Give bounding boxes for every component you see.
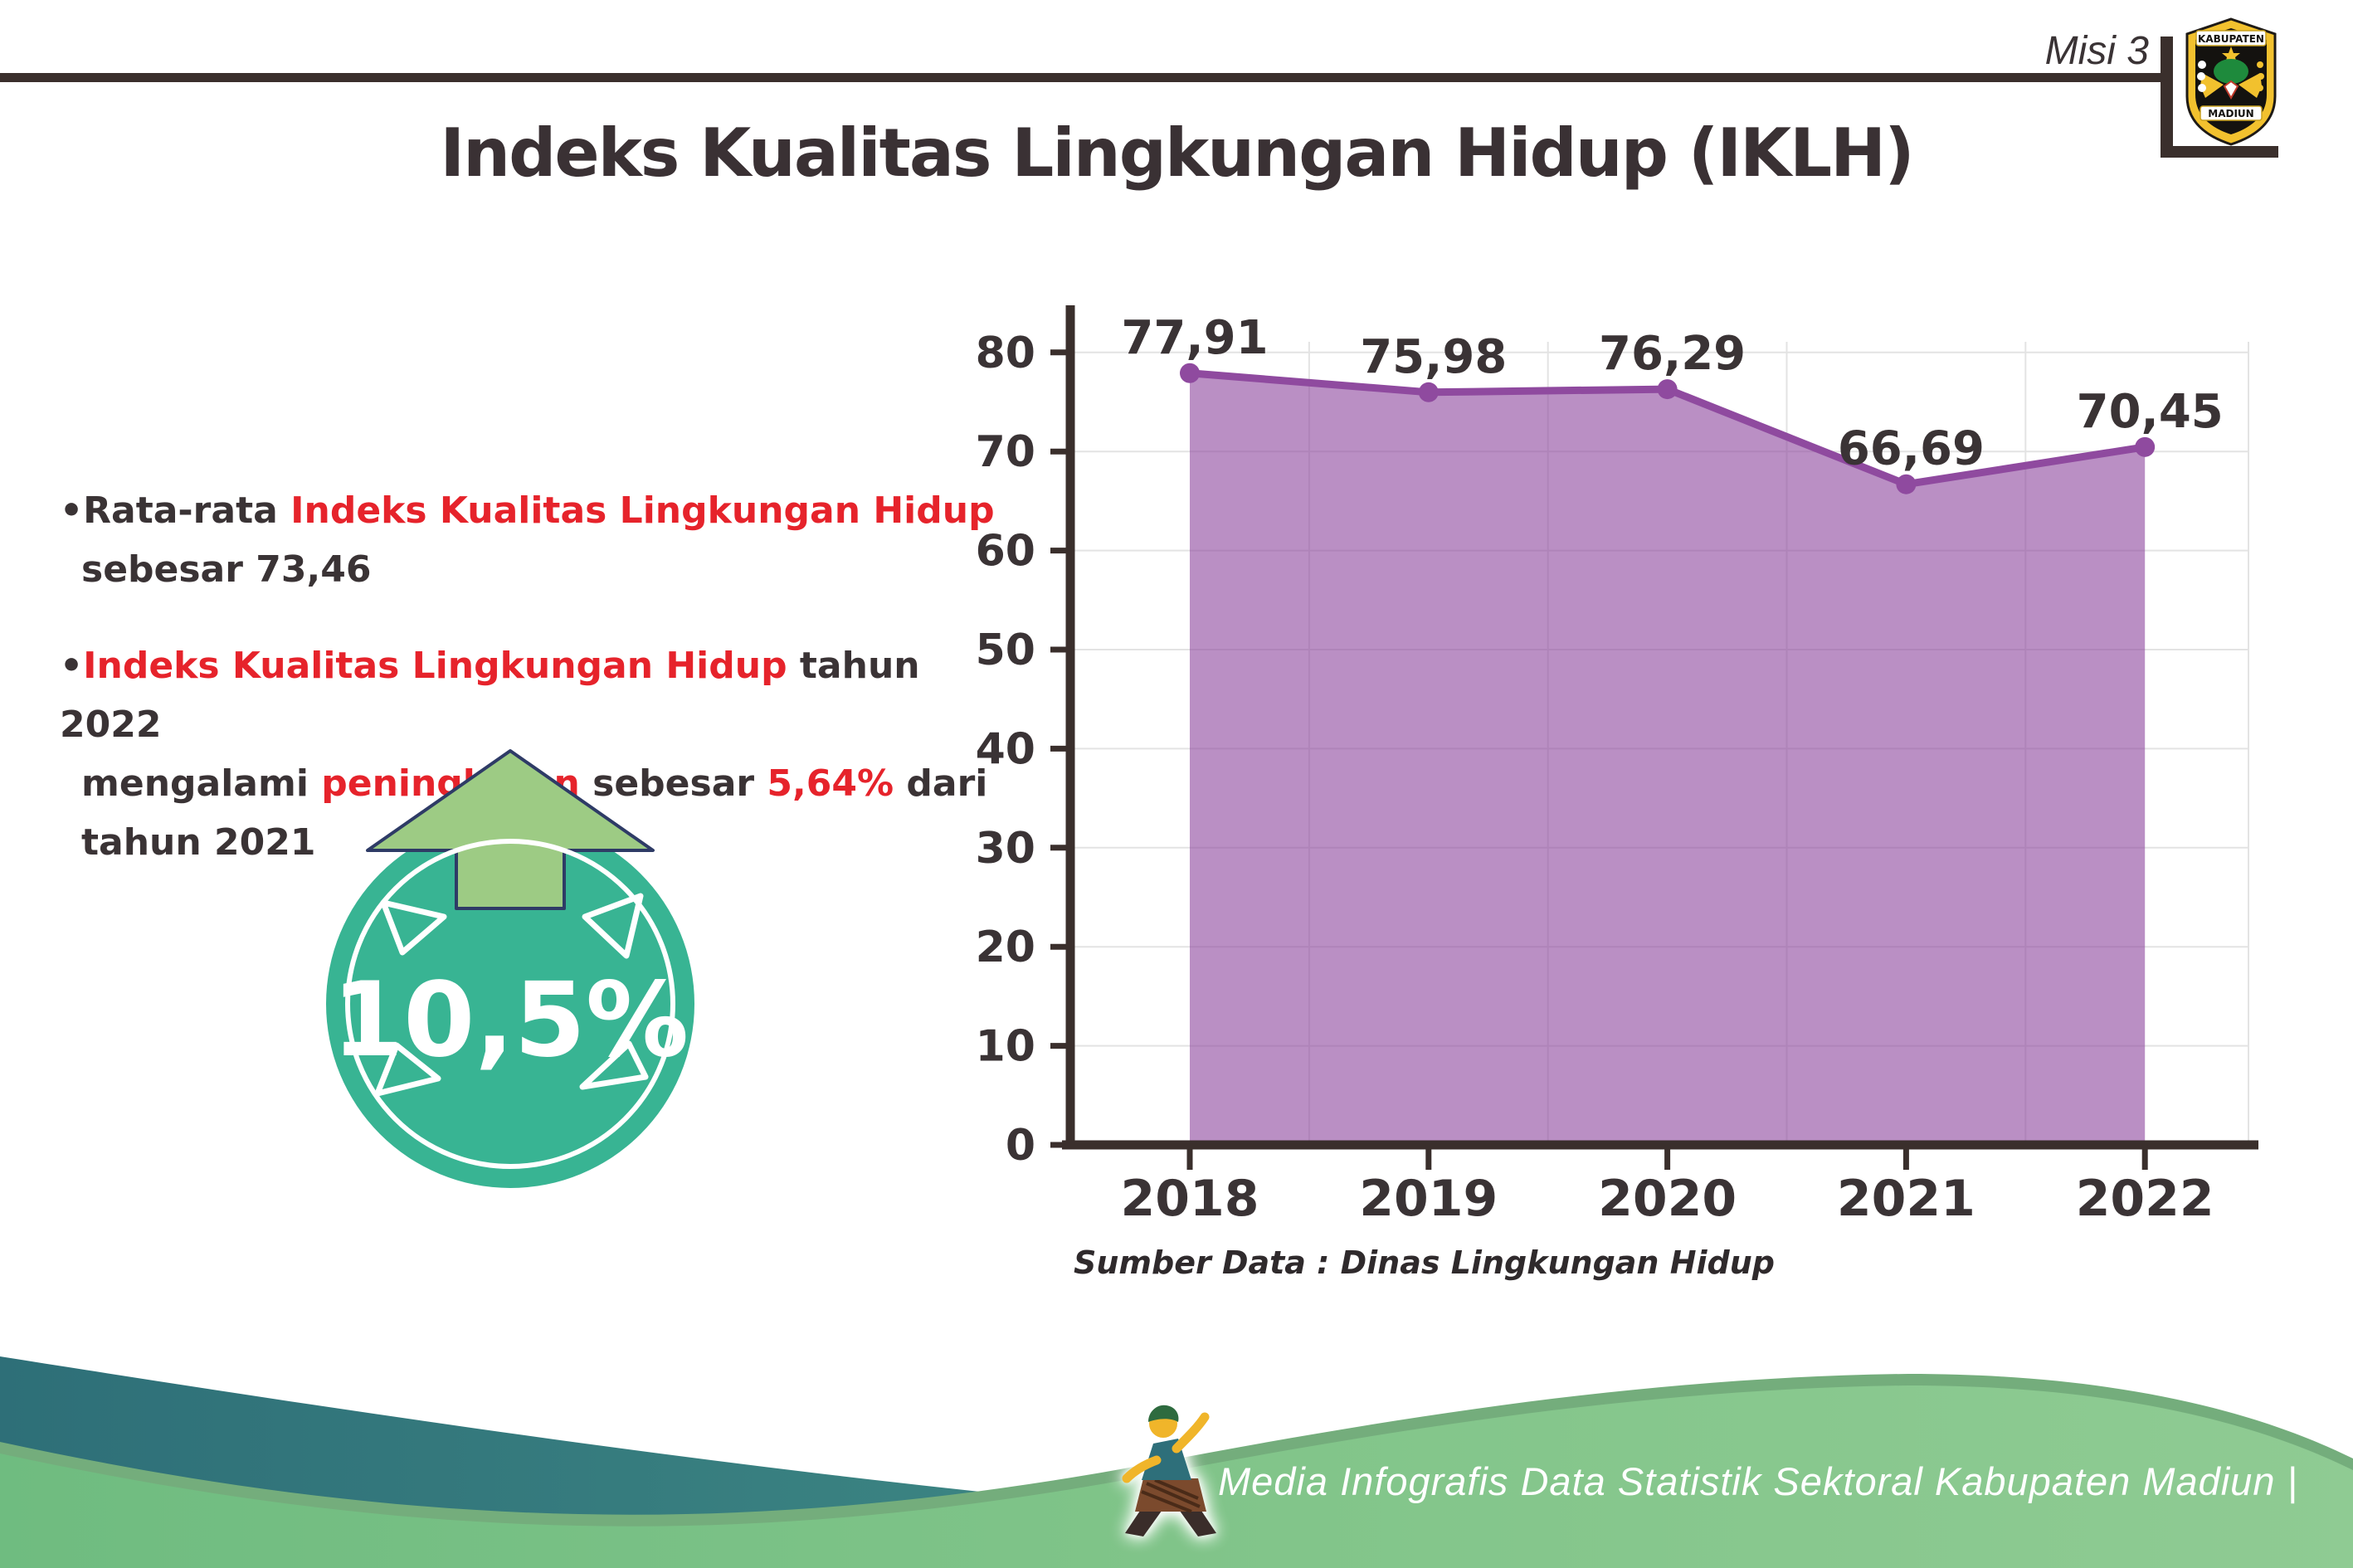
misi-label: Misi 3 — [2044, 29, 2149, 73]
bullet-segment: tahun 2021 — [81, 821, 316, 864]
x-axis-label: 2021 — [1837, 1170, 1975, 1228]
header-rule — [0, 73, 2167, 82]
area-fill — [1190, 373, 2146, 1145]
bullet-segment: tahun 2022 — [60, 644, 920, 746]
data-label: 77,91 — [1121, 311, 1268, 365]
logo-wing-right-icon — [2239, 73, 2262, 98]
data-point — [2135, 436, 2156, 457]
bullet-segment: dari — [894, 762, 988, 806]
logo-banner-bottom — [2200, 105, 2263, 121]
x-axis-label: 2019 — [1359, 1170, 1498, 1228]
logo-cotton-icon — [2198, 61, 2206, 69]
logo-crest-icon — [2223, 80, 2239, 100]
bullet-line: •Rata-rata Indeks Kualitas Lingkungan Hi… — [60, 481, 997, 540]
bullet-segment: mengalami — [81, 762, 322, 806]
bullet-segment: Indeks Kualitas Lingkungan Hidup — [83, 644, 787, 687]
up-arrow-icon — [366, 749, 655, 910]
data-label: 66,69 — [1838, 422, 1985, 476]
mascot-arm-left — [1122, 1455, 1162, 1483]
data-point — [1418, 382, 1439, 402]
badge-value: 10,5% — [332, 961, 689, 1080]
badge-inner-ring — [345, 839, 675, 1169]
bullet-segment: 5,64% — [767, 762, 894, 806]
dancer-mascot-icon — [1122, 1405, 1216, 1536]
bullet-list: •Rata-rata Indeks Kualitas Lingkungan Hi… — [60, 481, 997, 909]
x-axis-label: 2018 — [1121, 1170, 1259, 1228]
bullet-item-1: •Rata-rata Indeks Kualitas Lingkungan Hi… — [60, 481, 997, 600]
data-label: 76,29 — [1599, 327, 1746, 381]
data-point — [1896, 474, 1917, 494]
logo-wing-left-icon — [2200, 73, 2224, 98]
bullet-line: tahun 2021 — [60, 813, 997, 872]
data-point — [1180, 363, 1200, 383]
bullet-dot: • — [60, 644, 84, 687]
increase-badge: 10,5% — [326, 749, 694, 1188]
sparkle-triangle-sw — [374, 1042, 441, 1097]
x-axis-label: 2020 — [1598, 1170, 1737, 1228]
chart-source: Sumber Data : Dinas Lingkungan Hidup — [1074, 1244, 1775, 1281]
iklh-area-chart: 0 10 20 30 40 50 60 70 80 77,91 2018 75,98 2019 76,29… — [976, 305, 2258, 1228]
y-axis-label: 70 — [976, 427, 1035, 477]
mascot-arm-right — [1172, 1412, 1210, 1454]
logo-rice-icon — [2257, 85, 2263, 91]
bullet-segment: sebesar — [579, 762, 767, 806]
data-point — [1657, 379, 1678, 400]
y-axis-label: 50 — [976, 626, 1035, 675]
page-title: Indeks Kualitas Lingkungan Hidup (IKLH) — [440, 114, 1914, 192]
logo-banner-bottom-text: MADIUN — [2208, 108, 2253, 119]
logo-cotton-icon — [2198, 84, 2206, 92]
x-axis-label: 2022 — [2076, 1170, 2214, 1228]
logo-rice-icon — [2258, 73, 2264, 80]
bullet-line: sebesar 73,46 — [60, 540, 997, 599]
y-axis-label: 80 — [976, 329, 1035, 378]
logo-cotton-icon — [2197, 72, 2205, 80]
y-axis-label: 10 — [976, 1022, 1035, 1072]
y-axis-label: 20 — [976, 923, 1035, 972]
bullet-item-2: •Indeks Kualitas Lingkungan Hidup tahun … — [60, 636, 997, 873]
bullet-dot: • — [60, 489, 84, 532]
mascot-sarong-pattern — [1141, 1478, 1201, 1513]
sparkle-triangle-se — [579, 1040, 649, 1090]
logo-bracket-horizontal — [2161, 146, 2278, 158]
bullet-segment: sebesar 73,46 — [81, 548, 372, 592]
sparkle-triangle-ne — [582, 893, 644, 959]
kabupaten-madiun-logo: KABUPATEN MADIUN — [2185, 17, 2277, 146]
footer-credit: Media Infografis Data Statistik Sektoral… — [1218, 1459, 2298, 1503]
mascot-blangkon — [1148, 1405, 1179, 1422]
logo-banner-top-text: KABUPATEN — [2198, 33, 2264, 45]
logo-banner-top — [2195, 30, 2267, 46]
y-axis-label: 40 — [976, 724, 1035, 774]
y-axis-label: 0 — [1006, 1121, 1035, 1171]
data-label: 70,45 — [2077, 385, 2224, 439]
bullet-segment: Rata-rata — [83, 489, 291, 532]
bullet-line: •Indeks Kualitas Lingkungan Hidup tahun … — [60, 636, 997, 755]
logo-bracket-vertical — [2161, 37, 2173, 158]
sparkle-triangle-nw — [380, 899, 447, 956]
y-axis-label: 30 — [976, 824, 1035, 874]
data-label: 75,98 — [1360, 330, 1507, 384]
logo-rice-icon — [2257, 61, 2263, 68]
bullet-segment: Indeks Kualitas Lingkungan Hidup — [290, 489, 995, 532]
y-axis-label: 60 — [976, 527, 1035, 577]
